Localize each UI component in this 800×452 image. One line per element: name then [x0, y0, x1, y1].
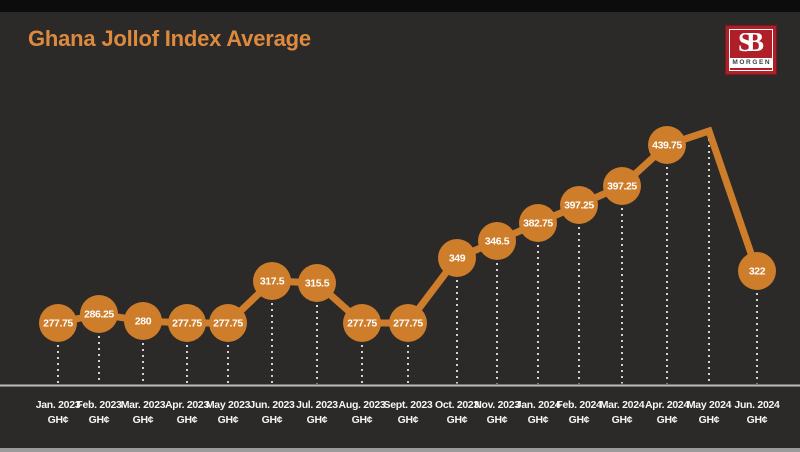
x-axis-label-month: Mar. 2024 — [600, 399, 645, 411]
x-axis-label-currency: GH¢ — [398, 414, 419, 426]
logo-inner-border — [729, 29, 773, 71]
data-point-marker — [298, 264, 336, 302]
x-axis-label-month: Jun. 2023 — [249, 399, 295, 411]
data-point-value: 277.75 — [393, 318, 423, 330]
x-axis-label-month: Nov. 2023 — [474, 399, 520, 411]
data-point-value: 277.75 — [213, 318, 243, 330]
data-point-value: 346.5 — [485, 236, 510, 248]
logo-wordmark-band: MORGEN — [730, 58, 772, 68]
sb-morgen-logo: SB MORGEN — [725, 25, 777, 75]
data-point-marker — [39, 304, 77, 342]
x-axis-label-currency: GH¢ — [699, 414, 720, 426]
data-point-marker — [438, 239, 476, 277]
data-point-value: 439.75 — [652, 140, 682, 152]
data-point-marker — [519, 204, 557, 242]
x-axis-label-month: Mar. 2023 — [121, 399, 166, 411]
data-point-value: 382.75 — [523, 218, 553, 230]
data-point-marker — [603, 167, 641, 205]
chart-title: Ghana Jollof Index Average — [28, 26, 311, 51]
data-point-value: 397.25 — [564, 200, 594, 212]
data-point-marker — [168, 304, 206, 342]
data-point-marker — [80, 295, 118, 333]
data-point-marker — [648, 126, 686, 164]
x-axis-label-currency: GH¢ — [447, 414, 468, 426]
data-point-marker — [343, 304, 381, 342]
x-axis-label-month: Jul. 2023 — [296, 399, 338, 411]
x-axis-label-month: Apr. 2024 — [645, 399, 689, 411]
x-axis-label-month: Oct. 2023 — [435, 399, 479, 411]
data-point-value: 286.25 — [84, 309, 114, 321]
logo-wordmark: MORGEN — [732, 58, 772, 66]
x-axis-label-currency: GH¢ — [657, 414, 678, 426]
x-axis-label-currency: GH¢ — [177, 414, 198, 426]
x-axis-label-month: Jun. 2024 — [734, 399, 780, 411]
x-axis-label-currency: GH¢ — [612, 414, 633, 426]
x-axis-label-month: Aug. 2023 — [339, 399, 386, 411]
x-axis-label-month: Jan. 2023 — [36, 399, 81, 411]
data-point-value: 349 — [449, 253, 466, 265]
data-point-value: 280 — [135, 316, 152, 328]
data-point-value: 277.75 — [43, 318, 73, 330]
x-axis-label-currency: GH¢ — [133, 414, 154, 426]
x-axis-label-currency: GH¢ — [487, 414, 508, 426]
x-axis-label-currency: GH¢ — [262, 414, 283, 426]
data-point-value: 322 — [749, 266, 766, 278]
index-trend-line — [57, 126, 761, 327]
x-axis-label-month: Apr. 2023 — [165, 399, 209, 411]
data-point-marker — [738, 252, 776, 290]
x-axis-label-month: May 2024 — [687, 399, 732, 411]
data-point-value: 315.5 — [305, 278, 330, 290]
x-axis-label-currency: GH¢ — [747, 414, 768, 426]
x-axis-label-month: Feb. 2024 — [556, 399, 602, 411]
data-point-value: 277.75 — [347, 318, 377, 330]
x-axis-label-currency: GH¢ — [528, 414, 549, 426]
x-axis-label-month: Feb. 2023 — [76, 399, 122, 411]
data-point-marker — [560, 186, 598, 224]
x-axis-label-currency: GH¢ — [352, 414, 373, 426]
logo-monogram: SB — [737, 27, 764, 57]
data-point-marker — [209, 304, 247, 342]
data-point-marker — [124, 302, 162, 340]
data-point-value: 317.5 — [260, 276, 285, 288]
data-point-marker — [478, 222, 516, 260]
x-axis-label-currency: GH¢ — [307, 414, 328, 426]
x-axis-label-month: May 2023 — [206, 399, 251, 411]
top-border-bar — [0, 0, 800, 12]
x-axis-label-currency: GH¢ — [569, 414, 590, 426]
data-point-value: 397.25 — [607, 181, 637, 193]
data-point-marker — [389, 304, 427, 342]
data-point-value: 277.75 — [172, 318, 202, 330]
x-axis-label-month: Sept. 2023 — [384, 399, 433, 411]
x-axis-label-currency: GH¢ — [48, 414, 69, 426]
x-axis-label-month: Jan. 2024 — [516, 399, 561, 411]
x-axis-label-currency: GH¢ — [89, 414, 110, 426]
x-axis-label-currency: GH¢ — [218, 414, 239, 426]
data-point-marker — [253, 262, 291, 300]
bottom-border-bar — [0, 448, 800, 452]
